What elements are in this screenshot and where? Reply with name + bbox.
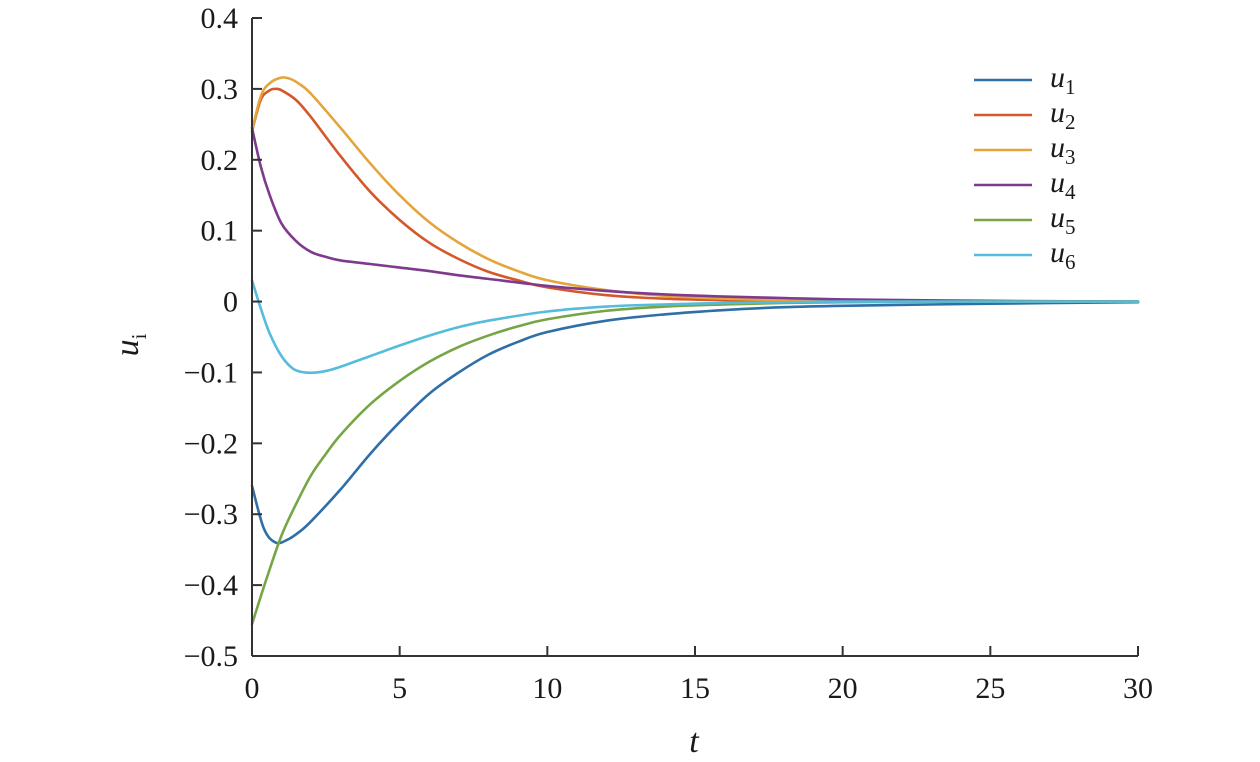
x-tick-label: 5 (392, 672, 407, 705)
series-line-u3 (250, 76, 1140, 303)
y-axis-label-sub: i (127, 333, 151, 339)
series-line-u4 (250, 126, 1140, 303)
x-tick-label: 10 (532, 672, 562, 705)
y-ticks: −0.5 −0.4 −0.3 −0.2 −0.1 0 0.1 0.2 0.3 0.4 (184, 2, 262, 673)
legend-entry-u4: u4 (1050, 166, 1076, 204)
y-tick-label: −0.1 (184, 356, 238, 389)
y-tick-label: −0.5 (184, 640, 238, 673)
x-tick-label: 15 (680, 672, 710, 705)
y-tick-label: 0.2 (201, 144, 239, 177)
y-tick-label: 0.4 (201, 2, 239, 35)
legend-entry-name: u (1050, 131, 1065, 164)
legend-entry-u1: u1 (1050, 61, 1076, 99)
x-tick-label: 30 (1123, 672, 1153, 705)
legend-entry-sub: 6 (1065, 250, 1076, 274)
legend-entry-name: u (1050, 236, 1065, 269)
y-tick-label: 0 (223, 286, 238, 319)
y-tick-label: −0.4 (184, 569, 238, 602)
x-tick-label: 0 (245, 672, 260, 705)
legend-entry-u6: u6 (1050, 236, 1076, 274)
series-line-u2 (250, 87, 1140, 303)
legend-entry-sub: 5 (1065, 215, 1076, 239)
legend-entry-name: u (1050, 166, 1065, 199)
y-tick-label: 0.3 (201, 73, 239, 106)
legend-entry-u5: u5 (1050, 201, 1076, 239)
legend-entry-sub: 3 (1065, 145, 1076, 169)
legend-entry-name: u (1050, 201, 1065, 234)
y-axis-label: ui (109, 333, 151, 356)
x-ticks: 0 5 10 15 20 25 30 (245, 646, 1153, 705)
x-tick-label: 20 (828, 672, 858, 705)
y-tick-label: −0.3 (184, 498, 238, 531)
series-line-u6 (250, 278, 1140, 375)
y-tick-label: 0.1 (201, 215, 239, 248)
series-layer (250, 76, 1140, 626)
series-line-u1 (250, 300, 1140, 545)
legend-entry-sub: 2 (1065, 110, 1076, 134)
x-tick-label: 25 (975, 672, 1005, 705)
axes: −0.5−0.4−0.3−0.2−0.100.10.20.30.4 0 5 10 15… (184, 2, 1153, 705)
legend-entry-u2: u2 (1050, 96, 1076, 134)
x-axis-label: t (689, 723, 700, 760)
y-axis-label-main: u (109, 339, 146, 356)
legend-entry-sub: 1 (1065, 75, 1076, 99)
y-tick-label: −0.2 (184, 427, 238, 460)
legend-entry-sub: 4 (1065, 180, 1076, 204)
legend-entry-name: u (1050, 96, 1065, 129)
legend-entry-u3: u3 (1050, 131, 1076, 169)
legend-entry-name: u (1050, 61, 1065, 94)
